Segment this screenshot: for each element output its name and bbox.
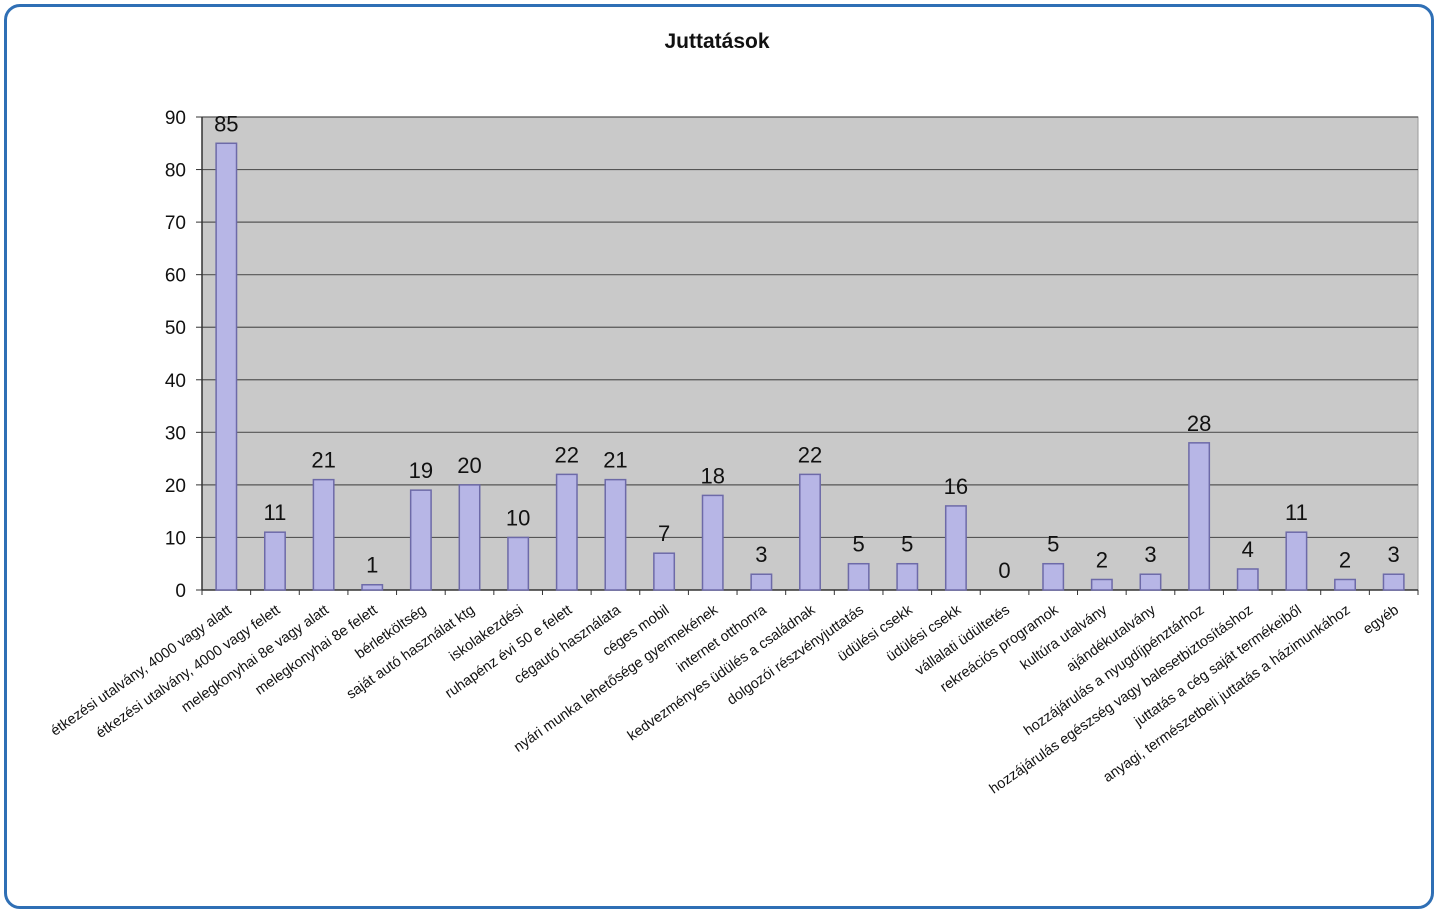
y-tick-label: 80 xyxy=(165,161,186,182)
y-tick-label: 60 xyxy=(165,266,186,287)
data-label: 11 xyxy=(264,500,287,525)
bar xyxy=(1188,442,1211,591)
y-tick-label: 30 xyxy=(165,423,186,444)
data-label: 3 xyxy=(755,542,767,567)
bar xyxy=(555,473,578,591)
bar xyxy=(1042,562,1065,591)
bar xyxy=(1139,573,1162,591)
data-label: 10 xyxy=(506,505,530,530)
data-label: 28 xyxy=(1187,411,1211,436)
bar xyxy=(604,478,627,591)
bar xyxy=(701,494,724,591)
bar xyxy=(361,583,384,591)
bar xyxy=(653,552,676,591)
y-tick-label: 40 xyxy=(165,371,186,392)
data-label: 3 xyxy=(1144,542,1156,567)
bar xyxy=(409,489,432,591)
data-label: 4 xyxy=(1242,537,1254,562)
y-tick-label: 70 xyxy=(165,213,186,234)
data-label: 20 xyxy=(457,453,481,478)
data-label: 21 xyxy=(603,448,627,473)
data-label: 5 xyxy=(853,532,865,557)
bar xyxy=(799,473,821,591)
data-label: 2 xyxy=(1339,547,1351,572)
y-tick-label: 20 xyxy=(165,476,186,497)
y-tick-label: 90 xyxy=(165,108,186,129)
bar xyxy=(1285,531,1308,591)
y-tick-label: 10 xyxy=(165,528,186,549)
bar xyxy=(847,562,870,591)
data-label: 2 xyxy=(1096,547,1108,572)
data-label: 1 xyxy=(366,553,378,578)
data-label: 5 xyxy=(1047,532,1059,557)
x-tick-label: étkezési utalvány, 4000 vagy felett xyxy=(93,602,283,742)
chart-title: Juttatások xyxy=(664,30,769,53)
bar xyxy=(507,536,530,591)
data-label: 11 xyxy=(1285,500,1308,525)
data-label: 22 xyxy=(555,442,579,467)
data-label: 16 xyxy=(944,474,968,499)
bar xyxy=(458,484,481,591)
bar xyxy=(1334,578,1357,591)
bar xyxy=(312,478,335,591)
x-tick-label: étkezési utalvány, 4000 vagy alatt xyxy=(48,602,235,739)
data-label: 5 xyxy=(901,532,913,557)
bar xyxy=(1382,573,1405,591)
bar xyxy=(1236,568,1259,591)
bar xyxy=(215,142,238,591)
bar xyxy=(750,573,773,591)
bar xyxy=(1090,578,1113,591)
data-label: 85 xyxy=(214,111,238,136)
bar xyxy=(944,505,967,591)
bar xyxy=(896,562,919,591)
x-tick-label: egyéb xyxy=(1360,602,1402,638)
data-label: 22 xyxy=(798,442,822,467)
data-label: 18 xyxy=(700,463,724,488)
data-label: 21 xyxy=(311,448,335,473)
data-label: 19 xyxy=(409,458,433,483)
data-label: 3 xyxy=(1388,542,1400,567)
y-tick-label: 0 xyxy=(175,581,186,602)
bar xyxy=(263,531,286,591)
data-label: 0 xyxy=(998,558,1010,583)
y-tick-label: 50 xyxy=(165,318,186,339)
data-label: 7 xyxy=(658,521,670,546)
